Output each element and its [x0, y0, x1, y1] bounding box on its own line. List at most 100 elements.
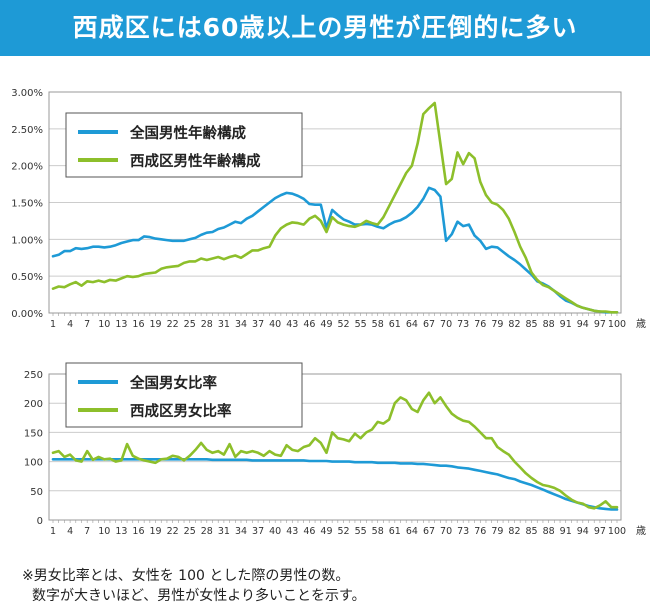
y-tick-label: 0.50%: [11, 272, 43, 283]
x-tick-label: 7: [84, 319, 90, 330]
x-tick-label: 91: [560, 526, 572, 537]
x-tick-label: 46: [303, 319, 315, 330]
x-tick-label: 34: [235, 319, 247, 330]
footnote-line-1: ※男女比率とは、女性を 100 とした際の男性の数。: [22, 568, 350, 584]
legend-box: [65, 362, 303, 428]
series-line-1: [51, 186, 619, 314]
x-tick-label: 61: [389, 319, 401, 330]
x-tick-label: 67: [423, 526, 435, 537]
x-tick-label: 73: [457, 319, 469, 330]
x-tick-label: 1: [50, 526, 56, 537]
x-tick-label: 49: [320, 526, 332, 537]
y-tick-label: 0.00%: [11, 309, 43, 320]
x-tick-label: 13: [115, 526, 127, 537]
x-tick-label: 97: [594, 526, 606, 537]
footnote: ※男女比率とは、女性を 100 とした際の男性の数。 数字が大きいほど、男性が女…: [22, 566, 366, 606]
x-tick-label: 10: [98, 526, 110, 537]
x-tick-label: 94: [577, 319, 589, 330]
chart-canvas: 0.00%0.50%1.00%1.50%2.00%2.50%3.00%1 4 7 10…: [11, 88, 646, 537]
chart-panel-1: 0.00% 0.50% 1.00% 1.50% 2.00% 2.50% 3.00% 1 4 7 10…: [11, 88, 646, 330]
x-axis-unit: 歳: [636, 525, 646, 537]
page-title: 西成区には60歳以上の男性が圧倒的に多い: [0, 0, 650, 56]
x-tick-label: 49: [320, 319, 332, 330]
x-tick-label: 25: [184, 319, 196, 330]
x-tick-label: 52: [337, 319, 349, 330]
x-tick-label: 88: [543, 526, 555, 537]
x-tick-label: 52: [337, 526, 349, 537]
y-tick-label: 0: [37, 516, 43, 527]
x-tick-label: 82: [508, 319, 520, 330]
x-tick-label: 100: [608, 526, 626, 537]
x-tick-label: 79: [491, 319, 503, 330]
legend-label: 全国男性年齢構成: [129, 124, 246, 142]
x-tick-label: 31: [218, 319, 230, 330]
series-line-1: [51, 457, 619, 511]
x-tick-label: 22: [167, 319, 179, 330]
x-tick-label: 4: [67, 526, 73, 537]
x-tick-label: 37: [252, 319, 264, 330]
x-tick-label: 19: [149, 526, 161, 537]
x-tick-label: 13: [115, 319, 127, 330]
x-tick-label: 82: [508, 526, 520, 537]
x-tick-label: 10: [98, 319, 110, 330]
chart-panel-2: 0 50 100 150 200 250 1 4 7 10 13 16 19 22 25 28 31 34 37 40…: [24, 362, 646, 537]
x-tick-label: 46: [303, 526, 315, 537]
x-tick-label: 55: [355, 319, 367, 330]
footnote-line-2: 数字が大きいほど、男性が女性より多いことを示す。: [32, 588, 366, 604]
x-tick-label: 61: [389, 526, 401, 537]
x-tick-label: 25: [184, 526, 196, 537]
x-tick-label: 7: [84, 526, 90, 537]
x-tick-label: 88: [543, 319, 555, 330]
x-tick-label: 31: [218, 526, 230, 537]
legend-label: 全国男女比率: [129, 374, 217, 392]
y-tick-label: 3.00%: [11, 88, 43, 99]
x-tick-label: 70: [440, 319, 452, 330]
x-tick-label: 58: [372, 526, 384, 537]
x-tick-label: 43: [286, 319, 298, 330]
x-tick-label: 28: [201, 526, 213, 537]
series-line-2: [51, 101, 619, 314]
x-tick-label: 94: [577, 526, 589, 537]
x-tick-label: 40: [269, 319, 281, 330]
x-tick-label: 37: [252, 526, 264, 537]
y-tick-label: 2.00%: [11, 162, 43, 173]
x-tick-label: 19: [149, 319, 161, 330]
x-tick-label: 1: [50, 319, 56, 330]
x-tick-label: 64: [406, 319, 418, 330]
y-tick-label: 50: [30, 487, 43, 498]
x-tick-label: 34: [235, 526, 247, 537]
x-tick-label: 55: [355, 526, 367, 537]
y-tick-label: 100: [24, 458, 43, 469]
x-tick-label: 16: [132, 526, 144, 537]
y-tick-label: 200: [24, 399, 43, 410]
plot-frame: [48, 373, 622, 521]
x-axis-unit: 歳: [636, 318, 646, 330]
x-tick-label: 76: [474, 526, 486, 537]
x-tick-label: 22: [167, 526, 179, 537]
x-tick-label: 4: [67, 319, 73, 330]
x-tick-label: 76: [474, 319, 486, 330]
x-tick-label: 40: [269, 526, 281, 537]
y-tick-label: 150: [24, 428, 43, 439]
y-tick-label: 1.00%: [11, 235, 43, 246]
x-tick-label: 85: [525, 319, 537, 330]
y-tick-label: 1.50%: [11, 199, 43, 210]
series-line-2: [51, 391, 619, 510]
legend-label: 西成区男性年齢構成: [130, 152, 261, 170]
plot-frame: [48, 91, 622, 314]
x-tick-label: 70: [440, 526, 452, 537]
legend-label: 西成区男女比率: [130, 402, 232, 420]
legend-box: [65, 112, 303, 178]
x-tick-label: 58: [372, 319, 384, 330]
x-tick-label: 64: [406, 526, 418, 537]
x-tick-label: 28: [201, 319, 213, 330]
y-tick-label: 2.50%: [11, 125, 43, 136]
x-tick-label: 97: [594, 319, 606, 330]
x-tick-label: 73: [457, 526, 469, 537]
x-tick-label: 16: [132, 319, 144, 330]
x-tick-label: 67: [423, 319, 435, 330]
x-tick-label: 79: [491, 526, 503, 537]
x-tick-label: 43: [286, 526, 298, 537]
